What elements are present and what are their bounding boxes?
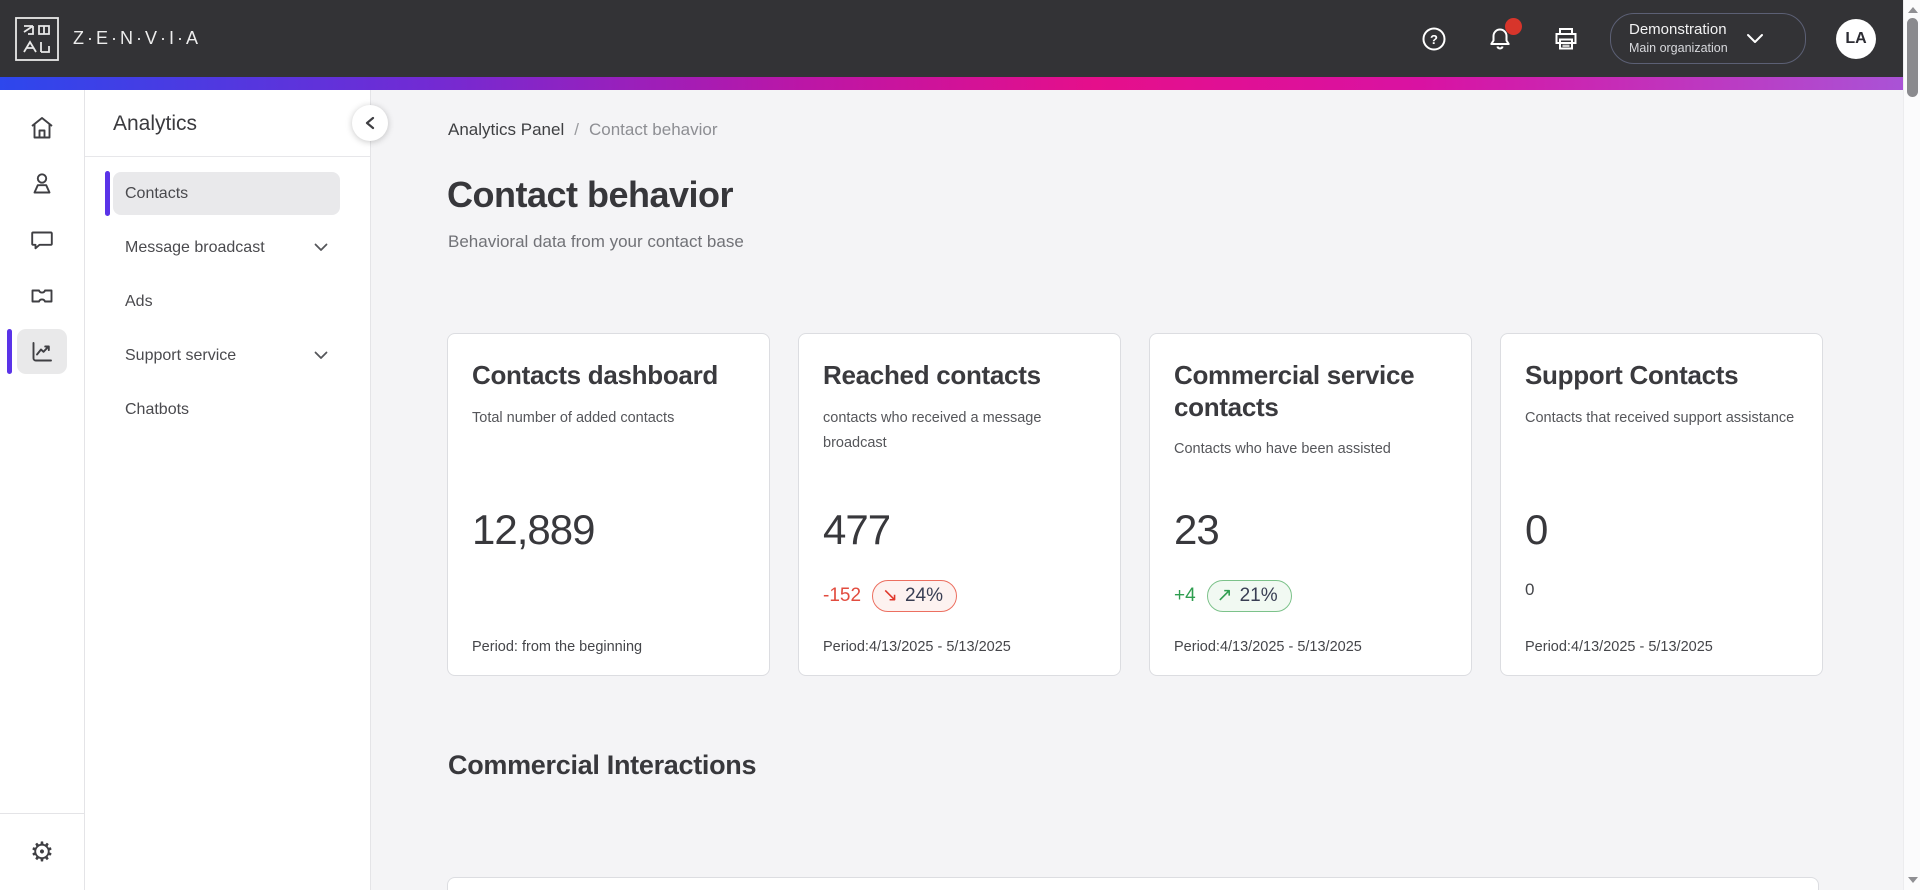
card-description: Total number of added contacts	[472, 409, 675, 426]
sidebar-item-chatbots[interactable]: Chatbots	[113, 388, 340, 431]
trend-up-icon: ↗	[1216, 585, 1233, 606]
metric-cards-row: Contacts dashboard Total number of added…	[447, 333, 1823, 676]
breadcrumb: Analytics Panel / Contact behavior	[448, 120, 718, 140]
card-commercial-service-contacts: Commercial service contacts Contacts who…	[1149, 333, 1472, 676]
delta-value: 0	[1525, 580, 1535, 599]
ticket-icon	[28, 282, 56, 310]
chevron-down-icon	[1746, 33, 1764, 44]
main-content: Analytics Panel / Contact behavior Conta…	[371, 90, 1920, 890]
person-icon	[28, 170, 56, 198]
card-delta-row: 0	[1525, 580, 1534, 600]
settings-button[interactable]: ⚙	[29, 836, 55, 867]
analytics-sidebar: Analytics Contacts Message broadcast Ad	[85, 90, 388, 890]
trend-down-icon: ↘	[882, 585, 898, 606]
help-button[interactable]: ?	[1420, 25, 1448, 53]
delta-value: +4	[1174, 585, 1196, 606]
brand-name: Z·E·N·V·I·A	[73, 28, 201, 48]
printer-icon	[1552, 25, 1580, 53]
zenvia-logo-icon	[14, 16, 60, 62]
svg-text:?: ?	[1430, 32, 1438, 47]
active-item-indicator	[105, 171, 110, 216]
sidebar-item-label: Message broadcast	[125, 238, 265, 256]
section-heading-commercial-interactions: Commercial Interactions	[448, 750, 757, 780]
card-support-contacts: Support Contacts Contacts that received …	[1500, 333, 1823, 676]
chat-bubble-icon	[28, 226, 56, 254]
page-title: Contact behavior	[447, 174, 734, 215]
chevron-left-icon	[364, 116, 376, 130]
user-avatar[interactable]: LA	[1836, 18, 1876, 59]
vertical-scrollbar[interactable]	[1903, 0, 1920, 890]
sidebar-item-label: Support service	[125, 346, 237, 364]
rail-footer: ⚙	[0, 813, 84, 890]
organization-name: Demonstration	[1629, 21, 1727, 38]
card-description: Contacts who have been assisted	[1174, 441, 1391, 458]
bell-icon	[1486, 25, 1514, 53]
scrollbar-thumb[interactable]	[1907, 18, 1918, 97]
scrollbar-up-arrow[interactable]	[1904, 2, 1920, 18]
card-delta-row: -152 ↘ 24%	[823, 580, 957, 612]
delta-value: -152	[823, 585, 862, 606]
card-period: Period:4/13/2025 - 5/13/2025	[1525, 639, 1713, 655]
organization-switcher[interactable]: Demonstration Main organization	[1610, 13, 1806, 64]
badge-percent: 24%	[904, 584, 943, 606]
sidebar-collapse-button[interactable]	[352, 105, 388, 141]
card-period: Period:4/13/2025 - 5/13/2025	[1174, 639, 1362, 655]
card-title: Reached contacts	[823, 360, 1041, 390]
brand: Z·E·N·V·I·A	[14, 16, 201, 62]
rail-item-tickets[interactable]	[17, 273, 67, 318]
card-description: Contacts that received support assistanc…	[1525, 409, 1795, 426]
card-description: contacts who received a message broadcas…	[823, 409, 1042, 452]
card-value: 23	[1174, 506, 1220, 553]
top-header: Z·E·N·V·I·A ?	[0, 0, 1920, 77]
trend-badge: ↗ 21%	[1206, 580, 1292, 612]
brand-gradient-bar	[0, 77, 1920, 90]
gear-icon: ⚙	[29, 836, 55, 867]
card-period: Period:4/13/2025 - 5/13/2025	[823, 639, 1011, 655]
print-button[interactable]	[1552, 25, 1580, 53]
page-subtitle: Behavioral data from your contact base	[448, 232, 744, 251]
card-period: Period: from the beginning	[472, 639, 643, 655]
rail-item-contacts[interactable]	[17, 161, 67, 206]
chevron-down-icon	[314, 351, 328, 360]
line-chart-icon	[28, 338, 56, 366]
card-title: Commercial service contacts	[1174, 360, 1415, 422]
card-reached-contacts: Reached contacts contacts who received a…	[798, 333, 1121, 676]
sidebar-item-label: Chatbots	[125, 400, 190, 418]
sidebar-item-label: Ads	[125, 292, 153, 310]
organization-subtitle: Main organization	[1629, 40, 1728, 55]
rail-item-analytics[interactable]	[7, 329, 67, 374]
card-value: 477	[823, 506, 891, 553]
sidebar-header: Analytics	[85, 90, 370, 157]
notifications-button[interactable]	[1486, 17, 1522, 53]
chevron-down-icon	[314, 243, 328, 252]
notification-badge-dot	[1505, 17, 1522, 35]
card-title: Contacts dashboard	[472, 360, 718, 390]
card-delta-row: +4 ↗ 21%	[1174, 580, 1292, 612]
sidebar-item-message-broadcast[interactable]: Message broadcast	[113, 226, 340, 269]
card-title: Support Contacts	[1525, 360, 1739, 390]
sidebar-title: Analytics	[113, 112, 198, 135]
home-icon	[28, 114, 56, 142]
badge-percent: 21%	[1239, 584, 1278, 606]
commercial-interactions-card	[447, 877, 1819, 890]
avatar-initials: LA	[1845, 29, 1867, 47]
active-rail-indicator	[7, 329, 12, 374]
breadcrumb-separator: /	[574, 120, 579, 139]
breadcrumb-analytics-panel[interactable]: Analytics Panel	[448, 120, 565, 139]
sidebar-menu: Contacts Message broadcast Ads Support s…	[85, 157, 370, 431]
rail-item-home[interactable]	[17, 105, 67, 150]
rail-item-conversations[interactable]	[17, 217, 67, 262]
sidebar-item-label: Contacts	[125, 184, 189, 202]
card-contacts-dashboard: Contacts dashboard Total number of added…	[447, 333, 770, 676]
trend-badge: ↘ 24%	[872, 580, 957, 612]
sidebar-item-support-service[interactable]: Support service	[113, 334, 340, 377]
sidebar-item-contacts[interactable]: Contacts	[105, 171, 340, 216]
scrollbar-down-arrow[interactable]	[1904, 872, 1920, 888]
sidebar-item-ads[interactable]: Ads	[113, 280, 340, 323]
help-icon: ?	[1420, 25, 1448, 53]
breadcrumb-current: Contact behavior	[588, 120, 718, 139]
icon-rail: ⚙	[0, 90, 85, 890]
card-value: 0	[1525, 506, 1548, 553]
card-value: 12,889	[472, 506, 595, 553]
